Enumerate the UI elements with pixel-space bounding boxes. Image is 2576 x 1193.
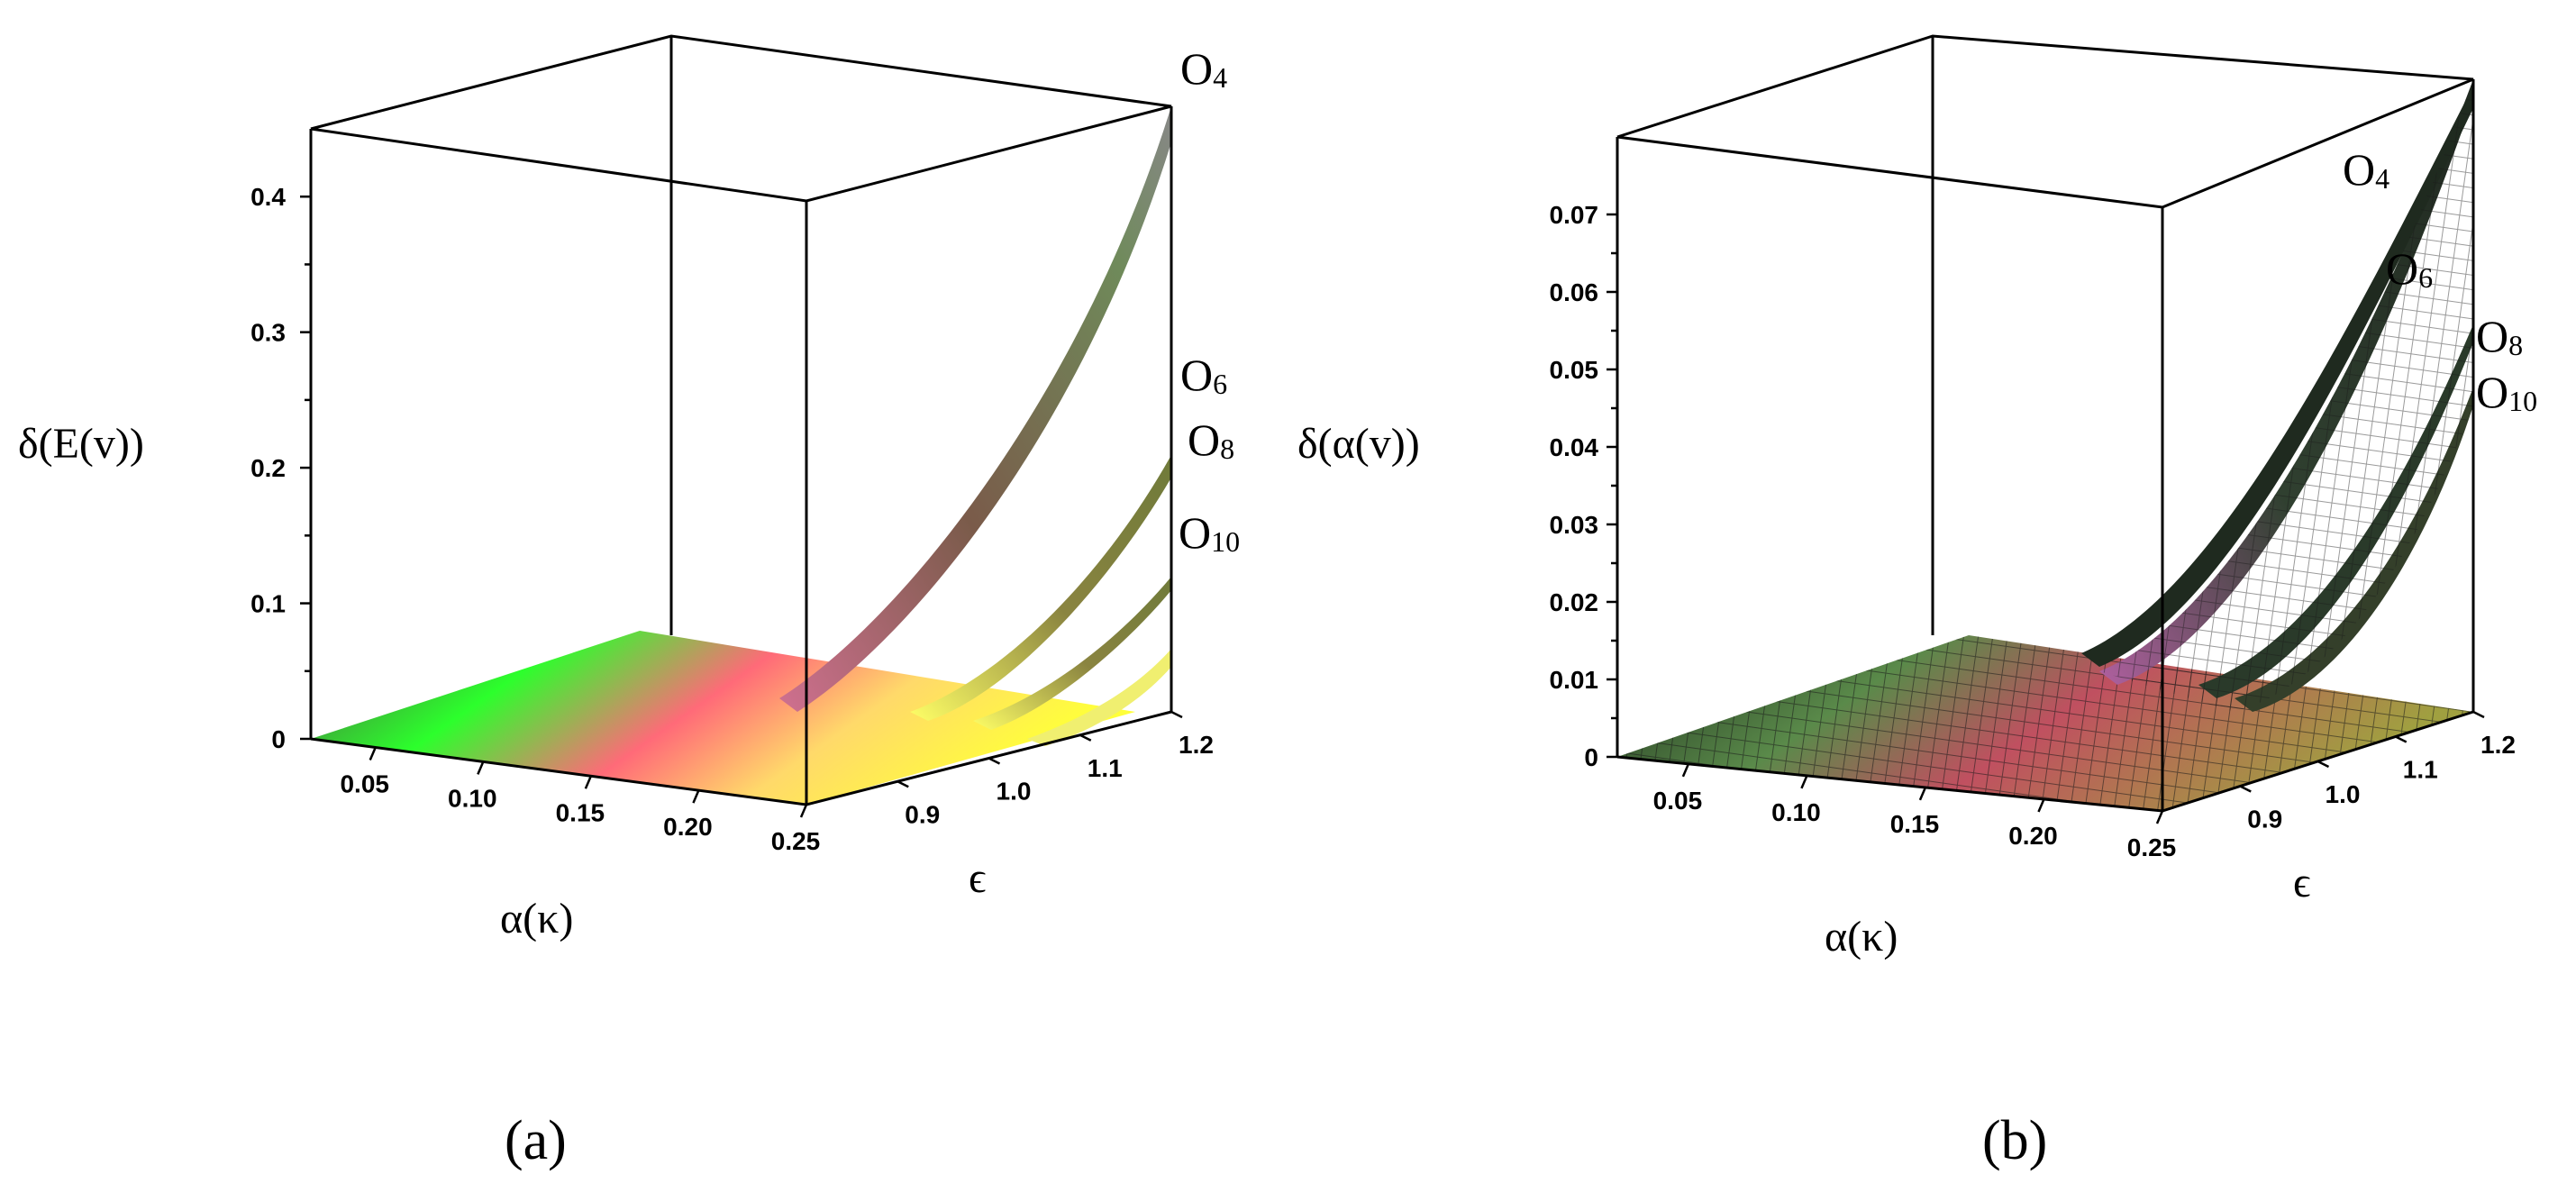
- panel-b: 0 0.01 0.02 0.03 0.04 0.05 0.06 0.07 0.05 0.10 0.1…: [1297, 34, 2537, 1171]
- pa-ztick-label-2: 0.2: [250, 454, 286, 482]
- pa-ytick-label-1: 1.0: [997, 778, 1032, 806]
- panel-b-surfaces: [1617, 79, 2473, 811]
- pa-xtick-label-3: 0.20: [663, 813, 713, 841]
- pa-xtick-label-2: 0.15: [556, 798, 605, 826]
- panel-b-label-o6: O6: [2386, 243, 2433, 294]
- panel-b-labels: δ(α(v)) α(κ) ϵ O4 O6 O8 O10 (b): [1297, 144, 2537, 1171]
- panel-a: 0 0.1 0.2 0.3 0.4 0.05 0.10 0.15 0.20 0.25 0.9 1.0 1…: [18, 34, 1240, 1171]
- panel-a-sheet-o4: [779, 106, 1171, 712]
- pb-xtick-label-1: 0.10: [1771, 798, 1821, 826]
- pa-ytick-label-0: 0.9: [905, 800, 940, 828]
- panel-b-label-o8: O8: [2476, 311, 2523, 361]
- pb-xtick-label-4: 0.25: [2127, 833, 2177, 861]
- pb-xtick-0: [1681, 763, 1690, 778]
- pa-ytick-2: [1079, 733, 1092, 742]
- pa-xtick-3: [692, 789, 700, 804]
- panel-a-xlabel: α(κ): [500, 895, 573, 943]
- panel-a-sheet-o10: [1027, 649, 1171, 746]
- pb-xtick-label-0: 0.05: [1653, 787, 1703, 815]
- panel-b-ticks: 0 0.01 0.02 0.03 0.04 0.05 0.06 0.07 0.05 0.10 0.1…: [1550, 201, 2516, 861]
- pa-xtick-4: [799, 804, 808, 818]
- pa-ztick-label-1: 0.1: [250, 590, 286, 618]
- pb-ztick-label-4: 0.04: [1550, 433, 1599, 461]
- pb-ztick-label-7: 0.07: [1550, 201, 1599, 229]
- pa-ytick-label-2: 1.1: [1088, 754, 1123, 782]
- panel-a-label-o10: O10: [1179, 507, 1240, 558]
- panel-a-panel-label: (a): [505, 1110, 567, 1171]
- pa-xtick-label-0: 0.05: [340, 770, 389, 798]
- pb-ytick-3: [2472, 710, 2485, 719]
- pb-xtick-3: [2037, 798, 2045, 813]
- panel-a-sheet-o8: [973, 577, 1171, 730]
- pb-ytick-label-0: 0.9: [2247, 806, 2282, 833]
- pa-xtick-0: [369, 747, 377, 761]
- pb-xtick-1: [1800, 775, 1808, 789]
- pb-ztick-label-6: 0.06: [1550, 278, 1599, 306]
- panel-a-box: [309, 34, 1173, 806]
- pb-ytick-2: [2395, 735, 2408, 743]
- pb-ztick-label-3: 0.03: [1550, 511, 1599, 539]
- pa-xtick-label-1: 0.10: [448, 784, 497, 812]
- panel-b-label-o10: O10: [2476, 367, 2537, 417]
- pb-ztick-label-2: 0.02: [1550, 588, 1599, 616]
- panel-b-xlabel: α(κ): [1825, 913, 1898, 961]
- pb-ztick-label-0: 0: [1584, 743, 1598, 771]
- pa-xtick-label-4: 0.25: [771, 827, 821, 855]
- pb-ytick-label-1: 1.0: [2326, 780, 2361, 808]
- pa-xtick-1: [477, 760, 485, 775]
- pa-ytick-1: [988, 757, 1001, 765]
- pb-xtick-label-2: 0.15: [1890, 810, 1940, 838]
- pa-ztick-label-0: 0: [271, 725, 286, 753]
- pa-ztick-label-4: 0.4: [250, 183, 286, 211]
- pa-ztick-label-3: 0.3: [250, 319, 286, 347]
- panel-a-ticks: 0 0.1 0.2 0.3 0.4 0.05 0.10 0.15 0.20 0.25 0.9 1.0 1…: [250, 183, 1214, 855]
- pb-ztick-label-5: 0.05: [1550, 356, 1599, 384]
- panel-a-ylabel: ϵ: [969, 854, 986, 902]
- pb-ytick-0: [2239, 785, 2252, 793]
- pa-xtick-2: [584, 775, 593, 789]
- pa-ytick-3: [1170, 710, 1183, 719]
- panel-a-zlabel: δ(E(v)): [18, 420, 144, 468]
- panel-b-floor-mesh: [1617, 635, 2473, 811]
- panel-b-panel-label: (b): [1982, 1110, 2047, 1171]
- panel-a-label-o6: O6: [1180, 350, 1227, 400]
- pb-ytick-label-2: 1.1: [2403, 756, 2438, 784]
- pa-ytick-label-3: 1.2: [1179, 731, 1214, 759]
- pb-xtick-2: [1918, 787, 1927, 801]
- panel-a-floor-surface: [311, 631, 1135, 805]
- panel-a-sheet-o6: [910, 455, 1171, 721]
- panel-b-ylabel: ϵ: [2293, 859, 2310, 906]
- panel-a-label-o8: O8: [1188, 414, 1234, 465]
- pa-ytick-0: [897, 780, 909, 788]
- pb-ytick-label-3: 1.2: [2480, 731, 2516, 759]
- panel-b-label-o4: O4: [2343, 144, 2389, 195]
- panel-a-surfaces: [311, 106, 1171, 805]
- panel-a-labels: δ(E(v)) α(κ) ϵ O4 O6 O8 O10 (a): [18, 43, 1240, 1171]
- pb-xtick-label-3: 0.20: [2008, 822, 2058, 850]
- pb-xtick-4: [2155, 810, 2164, 824]
- panel-b-zlabel: δ(α(v)): [1297, 420, 1420, 468]
- pb-ytick-1: [2317, 760, 2330, 769]
- panel-b-surface-mesh: [2099, 79, 2473, 712]
- pb-ztick-label-1: 0.01: [1550, 666, 1599, 694]
- panel-a-label-o4: O4: [1180, 43, 1227, 94]
